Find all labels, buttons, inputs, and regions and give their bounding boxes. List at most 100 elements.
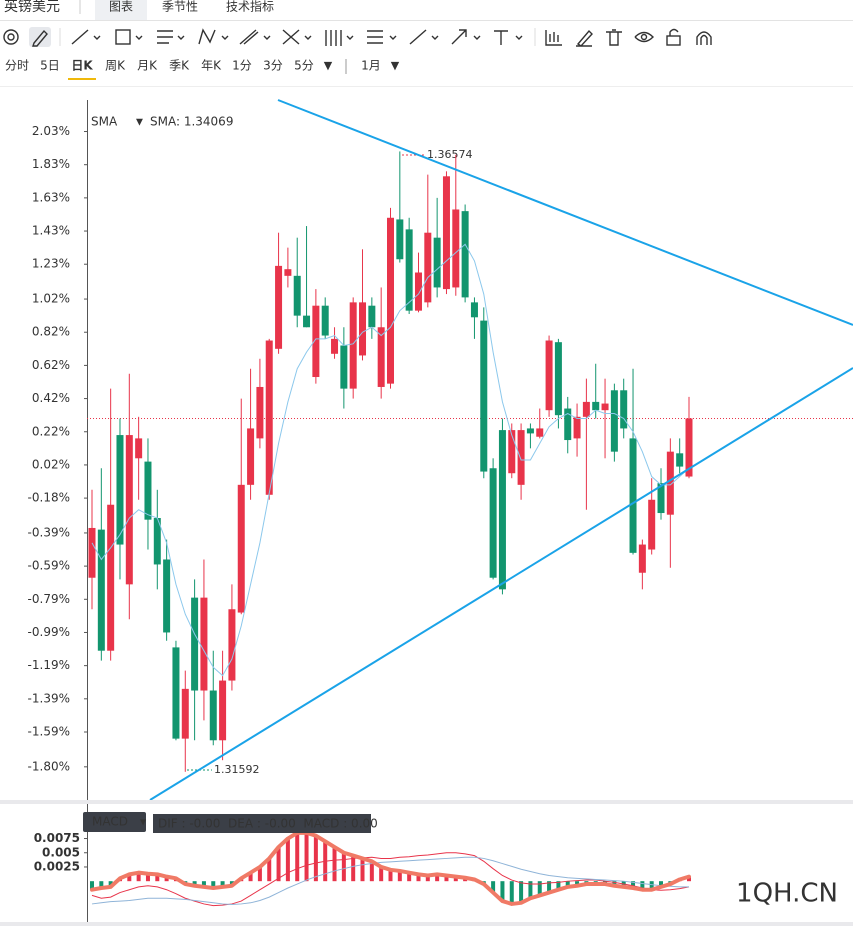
period[interactable]: 1分 xyxy=(232,59,252,73)
candle-body xyxy=(247,428,255,485)
macd-bar xyxy=(556,881,561,890)
candle-body xyxy=(265,340,273,495)
candle-body xyxy=(638,544,646,573)
candle-body xyxy=(209,690,217,741)
macd-bar xyxy=(612,881,617,886)
macd-bar xyxy=(285,838,290,882)
macd-bar xyxy=(687,876,691,882)
candle-body xyxy=(256,386,264,439)
y-tick-label: 0.005 xyxy=(42,845,80,859)
tool-icon[interactable] xyxy=(157,30,185,44)
candle-body xyxy=(284,269,292,276)
candle-body xyxy=(340,345,348,389)
period-bar: 分时 5日 日K 周K 月K 季K 年K 1分 3分 5分 xyxy=(5,59,314,80)
sma-line xyxy=(91,243,690,677)
range[interactable]: 1月 xyxy=(361,59,381,73)
candle-body xyxy=(545,340,553,411)
candle-body xyxy=(275,265,283,349)
macd-bar xyxy=(145,873,150,882)
macd-bar xyxy=(388,869,393,882)
low-label: 1.31592 xyxy=(214,763,260,776)
macd-legend: DIF : -0.00 DEA : -0.00 MACD : 0.00 xyxy=(158,817,378,831)
candle-body xyxy=(219,680,227,741)
tool-icon[interactable] xyxy=(545,30,562,46)
macd-bar xyxy=(575,881,580,886)
y-tick-label: 0.62% xyxy=(32,358,70,372)
period[interactable]: 周K xyxy=(105,59,126,73)
macd-badge[interactable] xyxy=(83,812,146,832)
macd-bar xyxy=(211,881,216,889)
trend-line[interactable] xyxy=(149,367,853,801)
candle-body xyxy=(293,275,301,316)
macd-bar xyxy=(435,874,440,882)
macd-bar xyxy=(416,874,421,882)
tool-icon[interactable] xyxy=(696,31,712,45)
period[interactable]: 年K xyxy=(201,59,222,73)
macd-bar xyxy=(500,881,505,902)
trend-line[interactable] xyxy=(277,99,853,326)
tool-icon[interactable] xyxy=(634,31,654,43)
tool-icon[interactable] xyxy=(606,29,622,46)
macd-bar xyxy=(304,832,309,882)
macd-bar xyxy=(248,872,253,882)
macd-bar xyxy=(341,852,346,882)
y-tick-label: 1.02% xyxy=(32,292,70,306)
tab[interactable]: 技术指标 xyxy=(226,0,274,14)
macd-bar xyxy=(351,855,356,882)
candle-body xyxy=(153,518,161,565)
period[interactable]: 月K xyxy=(137,59,158,73)
candle-body xyxy=(163,559,171,633)
period[interactable]: 分时 xyxy=(5,59,29,73)
macd-bar xyxy=(192,881,197,886)
tool-icon[interactable] xyxy=(282,29,312,45)
y-tick-label: 0.42% xyxy=(32,391,70,405)
candle-body xyxy=(536,428,544,437)
macd-bar xyxy=(631,881,636,889)
period[interactable]: 季K xyxy=(169,59,190,73)
tool-icon[interactable] xyxy=(115,29,143,45)
tool-icon[interactable] xyxy=(3,29,19,45)
range-icon[interactable]: ▼ xyxy=(391,59,400,72)
tool-icon[interactable] xyxy=(409,29,439,45)
y-tick-label: -1.59% xyxy=(28,724,70,738)
tool-icon[interactable] xyxy=(367,30,397,44)
tool-icon[interactable] xyxy=(239,29,271,45)
candle-body xyxy=(349,302,357,389)
macd-bar xyxy=(509,881,514,904)
period[interactable]: 5日 xyxy=(40,59,60,73)
watermark: 1QH.CN xyxy=(736,879,838,909)
candle-body xyxy=(582,401,590,417)
period[interactable]: 5分 xyxy=(294,59,314,73)
symbol: 英镑美元 xyxy=(4,0,60,15)
y-tick-label: 1.43% xyxy=(32,224,70,238)
macd-bar xyxy=(360,858,365,882)
macd-legend-bg xyxy=(153,814,371,833)
candle-body xyxy=(554,342,562,416)
tool-icon[interactable] xyxy=(198,28,229,45)
tool-icon[interactable] xyxy=(325,30,354,46)
tab[interactable]: 季节性 xyxy=(162,0,198,14)
tool-icon[interactable] xyxy=(494,30,523,45)
y-tick-label: 1.23% xyxy=(32,257,70,271)
candle-body xyxy=(620,390,628,429)
tool-icon[interactable] xyxy=(576,29,593,47)
tab[interactable]: 图表 xyxy=(109,0,133,14)
candle-body xyxy=(489,468,497,578)
period[interactable]: 3分 xyxy=(263,59,283,73)
more-icon[interactable]: ▼ xyxy=(324,59,333,72)
macd-line xyxy=(91,856,689,906)
y-tick-label: 0.22% xyxy=(32,424,70,438)
tool-icon[interactable] xyxy=(71,29,101,45)
candle-body xyxy=(592,401,600,411)
tab-active-bg xyxy=(95,0,147,20)
y-tick-label: -1.39% xyxy=(28,691,70,705)
indicator-name: SMA xyxy=(91,115,118,129)
candle-body xyxy=(387,217,394,384)
pane-bottom xyxy=(0,922,853,926)
pane-separator xyxy=(0,800,853,804)
tool-icon[interactable] xyxy=(451,29,481,45)
period[interactable]: 日K xyxy=(71,59,93,73)
candle-body xyxy=(685,418,693,477)
tool-icon[interactable] xyxy=(32,29,48,47)
tool-icon[interactable] xyxy=(666,28,681,46)
